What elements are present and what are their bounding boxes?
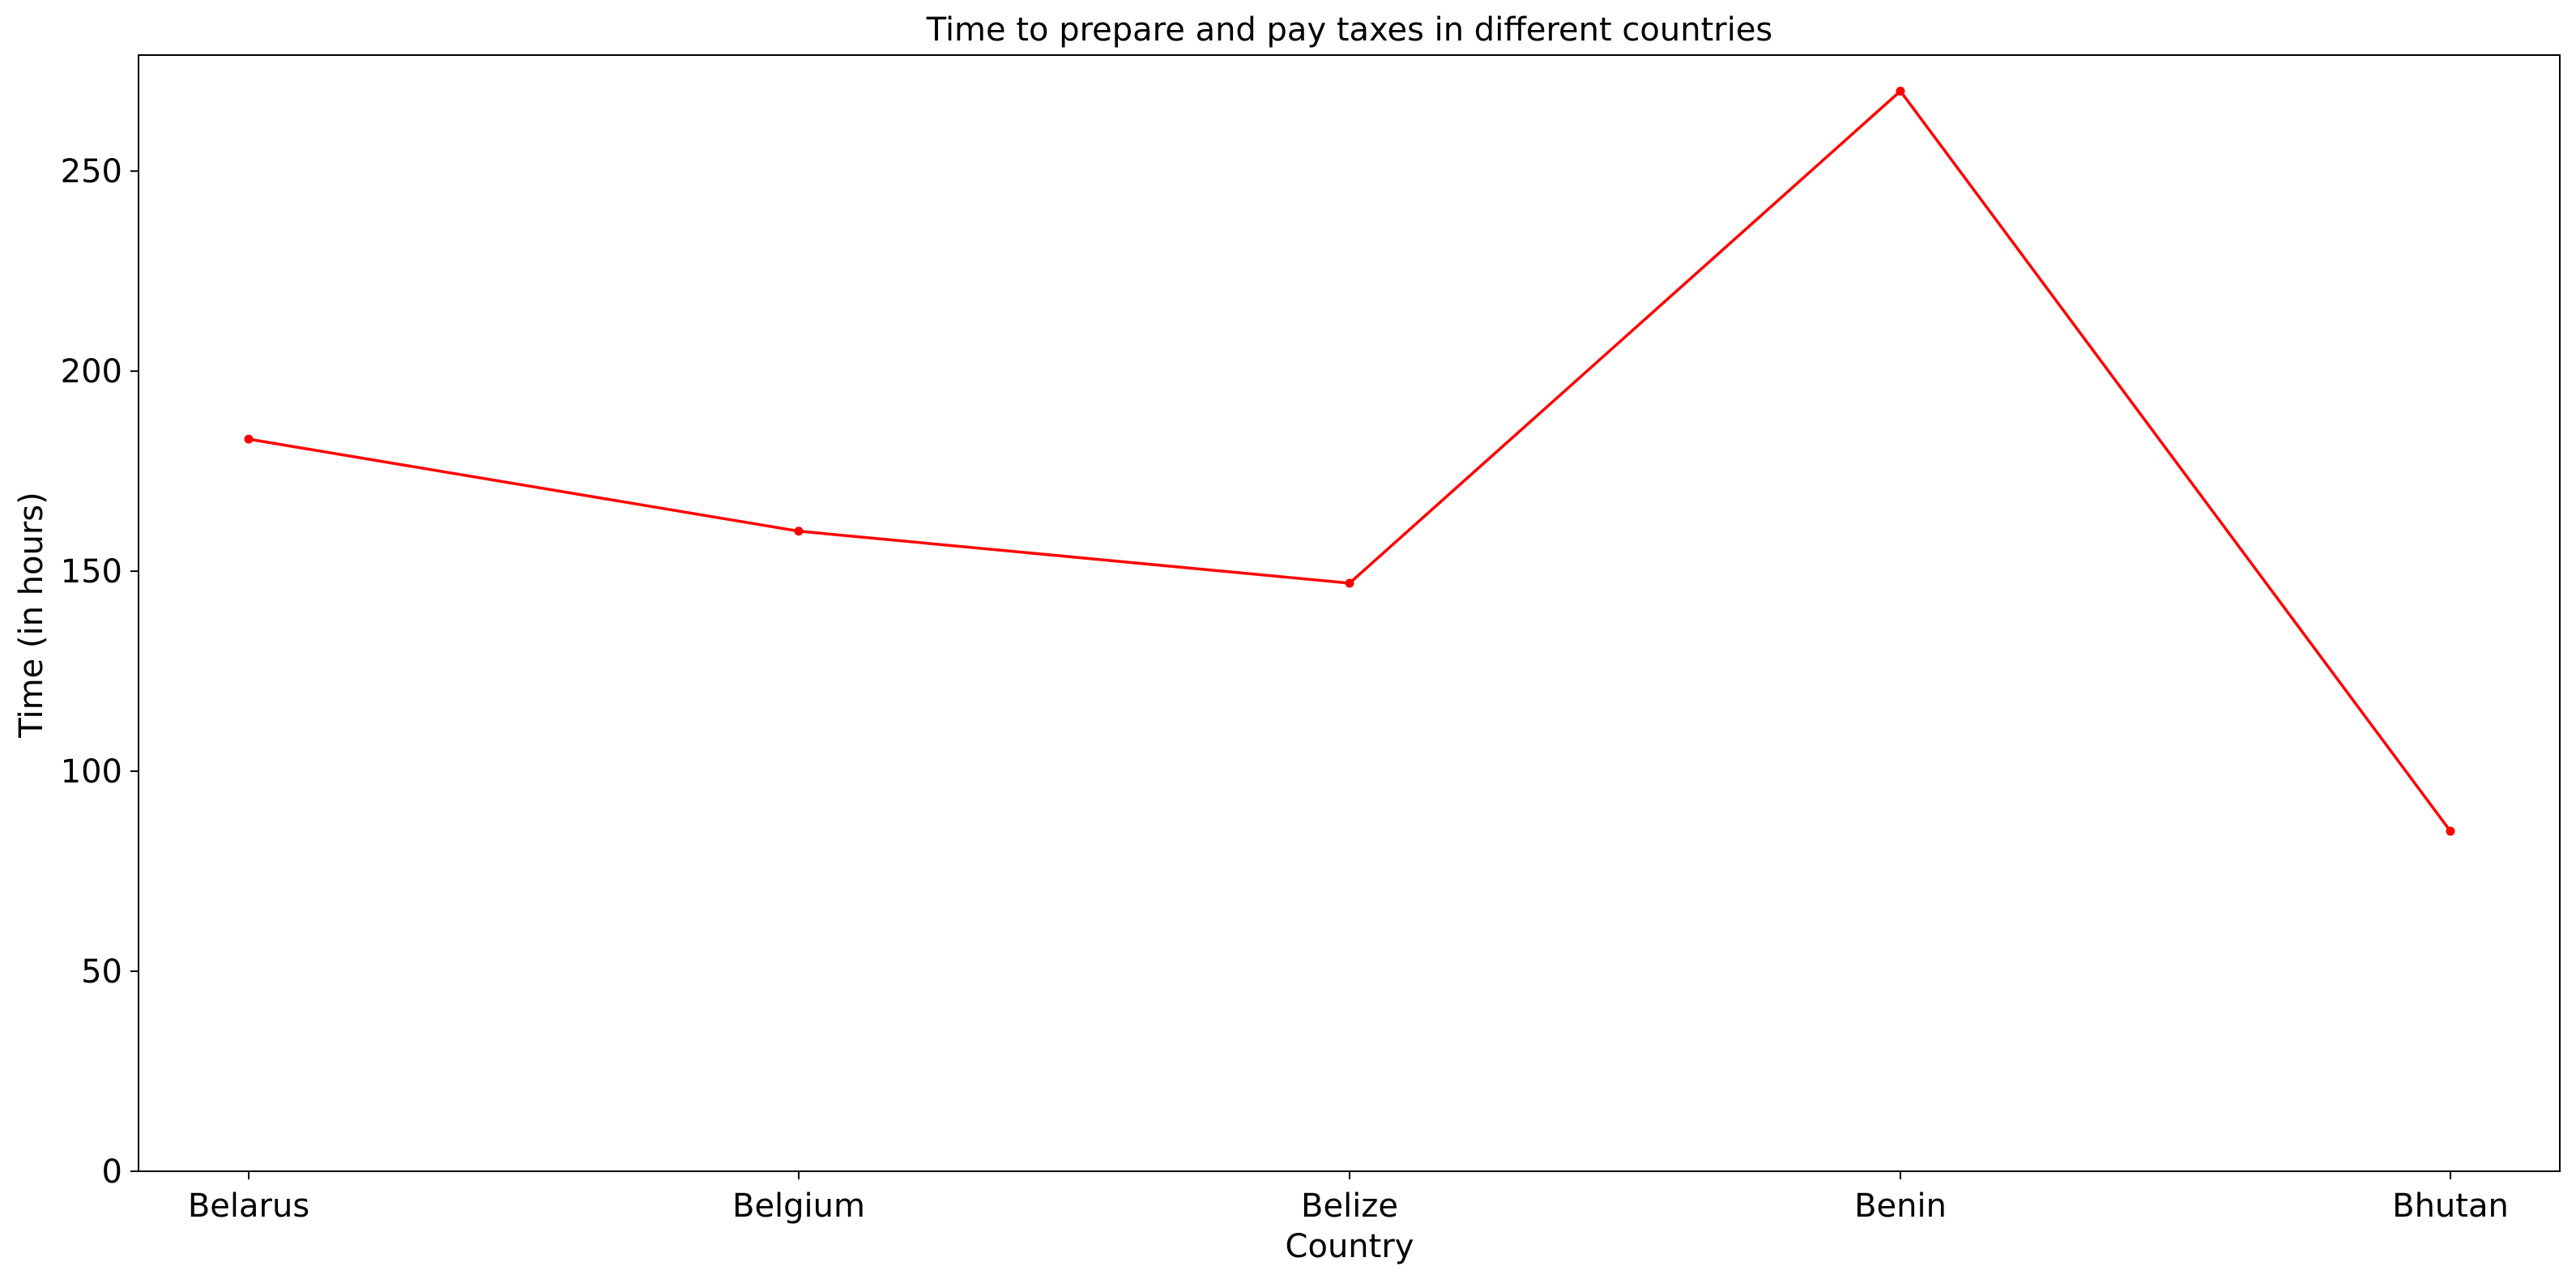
y-tick-label: 150 bbox=[61, 553, 122, 590]
x-tick-label: Benin bbox=[1854, 1187, 1947, 1225]
x-tick-label: Belize bbox=[1301, 1187, 1398, 1225]
y-axis-label: Time (in hours) bbox=[13, 492, 50, 738]
series-line bbox=[248, 89, 2452, 833]
x-axis-label: Country bbox=[1286, 1228, 1414, 1265]
y-tick-label: 50 bbox=[81, 953, 122, 991]
plot-area: 0 50 100 150 200 250 Belarus Belgium Belize Benin… bbox=[61, 54, 2561, 1225]
y-tick-label: 250 bbox=[61, 153, 122, 190]
y-tick-label: 100 bbox=[61, 753, 122, 791]
data-point bbox=[244, 434, 254, 444]
data-point bbox=[2446, 826, 2455, 836]
data-point bbox=[794, 527, 804, 536]
y-tick-label: 200 bbox=[61, 353, 122, 390]
x-tick-label: Belgium bbox=[732, 1187, 865, 1225]
chart-title: Time to prepare and pay taxes in differe… bbox=[926, 11, 1773, 49]
x-tick-label: Belarus bbox=[188, 1187, 309, 1225]
y-tick-label: 0 bbox=[102, 1153, 122, 1191]
plot-frame bbox=[138, 54, 2561, 1172]
data-point bbox=[1345, 578, 1354, 588]
x-tick-label: Bhutan bbox=[2392, 1187, 2509, 1225]
data-point bbox=[1896, 86, 1905, 96]
